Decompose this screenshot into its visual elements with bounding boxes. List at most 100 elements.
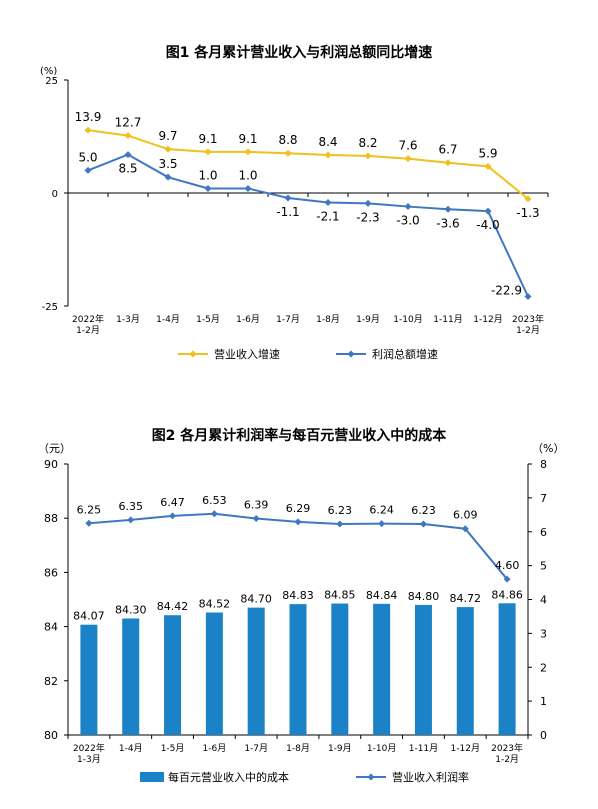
data-point xyxy=(419,520,427,528)
data-label: 9.1 xyxy=(198,132,217,146)
bar-data-label: 84.30 xyxy=(115,603,147,616)
data-point xyxy=(524,195,532,203)
y-tick-label: 0 xyxy=(52,189,58,200)
series-line-1 xyxy=(87,153,529,297)
x-tick-label: 1-12月 xyxy=(451,743,480,754)
x-tick-label: 1-4月 xyxy=(156,314,180,325)
data-label: 5.9 xyxy=(478,146,497,160)
y-tick-label: 25 xyxy=(45,76,58,87)
data-label: 13.9 xyxy=(75,110,102,124)
data-label: 8.8 xyxy=(278,133,297,147)
data-label: -1.3 xyxy=(516,206,539,220)
data-label: 12.7 xyxy=(115,116,142,130)
line-data-label: 6.35 xyxy=(118,500,143,513)
x-tick-label: 2023年 1-2月 xyxy=(491,742,523,765)
legend-label: 营业收入利润率 xyxy=(392,770,469,784)
data-point xyxy=(127,516,135,524)
line-data-label: 6.25 xyxy=(77,503,102,516)
line-data-label: 6.47 xyxy=(160,496,185,509)
line-data-label: 6.23 xyxy=(411,504,436,517)
line-data-label: 6.29 xyxy=(286,502,311,515)
y-right-tick-label: 7 xyxy=(540,492,547,505)
data-point xyxy=(503,575,511,583)
bar xyxy=(498,603,516,735)
y-right-tick-label: 2 xyxy=(540,661,547,674)
line-data-label: 6.23 xyxy=(328,504,353,517)
bar xyxy=(247,607,265,735)
x-tick-label: 1-8月 xyxy=(286,743,310,754)
data-point xyxy=(164,145,172,153)
chart-title: 图1 各月累计营业收入与利润总额同比增速 xyxy=(166,44,433,61)
x-tick-label: 1-7月 xyxy=(244,743,268,754)
bar-data-label: 84.42 xyxy=(157,600,189,613)
x-tick-label: 1-10月 xyxy=(367,743,396,754)
data-point xyxy=(164,173,172,181)
data-point xyxy=(284,194,292,202)
x-tick-label: 2022年 1-2月 xyxy=(72,313,104,336)
bar xyxy=(122,618,140,735)
line-data-label: 6.39 xyxy=(244,499,269,512)
data-label: 9.1 xyxy=(238,132,257,146)
data-point xyxy=(444,205,452,213)
y-right-tick-label: 4 xyxy=(540,594,547,607)
x-tick-label: 1-11月 xyxy=(409,743,438,754)
data-label: 8.5 xyxy=(118,162,137,176)
bar xyxy=(80,624,98,735)
data-label: 5.0 xyxy=(78,150,97,164)
series-line-0 xyxy=(87,129,529,200)
data-label: -4.0 xyxy=(476,218,499,232)
data-point xyxy=(294,518,302,526)
y-left-tick-label: 88 xyxy=(44,512,58,525)
data-point xyxy=(169,512,177,520)
x-tick-label: 2023年 1-2月 xyxy=(512,313,544,336)
bar xyxy=(414,604,432,735)
bar xyxy=(331,603,349,735)
y-right-tick-label: 8 xyxy=(540,458,547,471)
data-label: -3.0 xyxy=(396,214,419,228)
data-label: 1.0 xyxy=(238,168,257,182)
legend-swatch-bar xyxy=(140,772,164,782)
data-point xyxy=(364,152,372,160)
y-tick-label: -25 xyxy=(42,302,58,313)
data-label: -3.6 xyxy=(436,216,459,230)
bar-data-label: 84.84 xyxy=(366,589,398,602)
x-tick-label: 1-5月 xyxy=(196,314,220,325)
bar-data-label: 84.86 xyxy=(491,588,523,601)
x-tick-label: 2022年 1-3月 xyxy=(73,742,105,765)
y-left-tick-label: 82 xyxy=(44,675,58,688)
line-data-label: 6.53 xyxy=(202,494,227,507)
chart-1: 图1 各月累计营业收入与利润总额同比增速 (%)25 0 -25 2022年 1-2月 1-… xyxy=(40,44,549,361)
x-tick-label: 1-6月 xyxy=(236,314,260,325)
y-right-tick-label: 1 xyxy=(540,695,547,708)
legend-marker xyxy=(347,350,355,358)
line-data-label: 6.09 xyxy=(453,509,478,522)
data-point xyxy=(378,520,386,528)
legend-label: 每百元营业收入中的成本 xyxy=(168,770,289,784)
bar-data-label: 84.70 xyxy=(240,593,272,606)
x-tick-label: 1-12月 xyxy=(473,314,502,325)
x-tick-label: 1-5月 xyxy=(161,743,185,754)
x-tick-label: 1-6月 xyxy=(203,743,227,754)
data-point xyxy=(524,293,532,301)
bar xyxy=(456,607,474,735)
data-label: 9.7 xyxy=(158,129,177,143)
data-label: -22.9 xyxy=(491,284,522,298)
bar-data-label: 84.52 xyxy=(199,598,231,611)
data-point xyxy=(124,151,132,159)
bar xyxy=(373,603,391,735)
x-tick-label: 1-4月 xyxy=(119,743,143,754)
data-point xyxy=(404,155,412,163)
y-left-tick-label: 84 xyxy=(44,621,58,634)
bar-data-label: 84.07 xyxy=(73,610,105,623)
data-point xyxy=(124,132,132,140)
legend-label: 营业收入增速 xyxy=(214,347,280,361)
bar-data-label: 84.83 xyxy=(282,589,314,602)
bar-data-label: 84.85 xyxy=(324,589,356,602)
data-point xyxy=(244,184,252,192)
x-tick-label: 1-10月 xyxy=(393,314,422,325)
y-right-unit: （%） xyxy=(532,442,564,455)
x-tick-label: 1-7月 xyxy=(276,314,300,325)
y-left-tick-label: 80 xyxy=(44,729,58,742)
data-point xyxy=(85,519,93,527)
chart-title: 图2 各月累计利润率与每百元营业收入中的成本 xyxy=(152,427,448,444)
